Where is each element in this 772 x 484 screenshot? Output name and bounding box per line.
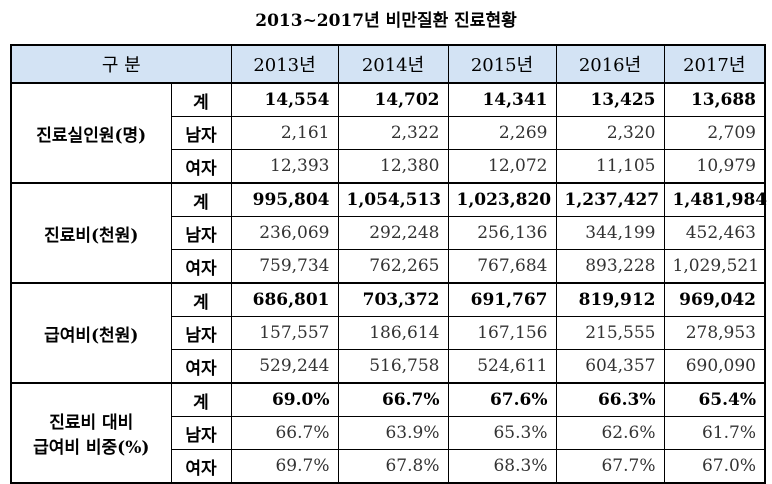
sub-label: 여자 [170, 349, 232, 384]
value-cell: 1,054,513 [337, 182, 449, 217]
header-year: 2015년 [447, 44, 557, 84]
value-cell: 69.0% [230, 382, 339, 417]
value-cell: 759,734 [230, 249, 339, 284]
sub-label: 여자 [170, 249, 232, 284]
value-cell: 69.7% [230, 449, 339, 484]
value-cell: 14,554 [230, 82, 339, 117]
value-cell: 67.6% [447, 382, 557, 417]
sub-label: 여자 [170, 149, 232, 184]
value-cell: 67.8% [337, 449, 449, 484]
value-cell: 215,555 [555, 316, 665, 350]
value-cell: 969,042 [663, 282, 766, 317]
sub-label: 남자 [170, 416, 232, 450]
value-cell: 819,912 [555, 282, 665, 317]
value-cell: 524,611 [447, 349, 557, 384]
value-cell: 1,237,427 [555, 182, 665, 217]
header-year: 2014년 [337, 44, 449, 84]
sub-label: 계 [170, 282, 232, 317]
value-cell: 2,161 [230, 116, 339, 150]
value-cell: 2,320 [555, 116, 665, 150]
value-cell: 11,105 [555, 149, 665, 184]
table-row: 진료비 대비 급여비 비중(%) 계 69.0% 66.7% 67.6% 66.3% 65.… [10, 382, 766, 484]
value-cell: 344,199 [555, 216, 665, 250]
group-label: 진료비(천원) [10, 182, 172, 284]
table-row: 진료실인원(명) 계 14,554 14,702 14,341 13,425 13,688 [10, 82, 766, 184]
value-cell: 67.7% [555, 449, 665, 484]
value-cell: 167,156 [447, 316, 557, 350]
sub-label: 계 [170, 82, 232, 117]
header-year: 2017년 [663, 44, 766, 84]
value-cell: 1,029,521 [663, 249, 766, 284]
header-year: 2013년 [230, 44, 339, 84]
sub-label: 남자 [170, 316, 232, 350]
value-cell: 529,244 [230, 349, 339, 384]
value-cell: 13,688 [663, 82, 766, 117]
value-cell: 186,614 [337, 316, 449, 350]
value-cell: 767,684 [447, 249, 557, 284]
sub-label: 여자 [170, 449, 232, 484]
header-year: 2016년 [555, 44, 665, 84]
value-cell: 67.0% [663, 449, 766, 484]
table-row: 진료비(천원) 계 995,804 1,054,513 1,023,820 1,237,4… [10, 182, 767, 284]
group-label: 진료비 대비 급여비 비중(%) [10, 382, 172, 484]
value-cell: 686,801 [230, 282, 339, 317]
value-cell: 14,341 [447, 82, 557, 117]
value-cell: 66.7% [230, 416, 339, 450]
group-label: 진료실인원(명) [10, 82, 172, 184]
table-row: 여자 69.7% 67.8% 68.3% 67.7% 67.0% [11, 449, 766, 484]
value-cell: 2,709 [663, 116, 766, 150]
value-cell: 2,322 [337, 116, 449, 150]
value-cell: 12,393 [230, 149, 339, 184]
table-row: 여자 12,393 12,380 12,072 11,105 10,979 [11, 149, 766, 184]
table-row: 남자 236,069 292,248 256,136 344,199 452,463 [11, 216, 766, 250]
value-cell: 68.3% [447, 449, 557, 484]
value-cell: 65.3% [447, 416, 557, 450]
value-cell: 516,758 [337, 349, 449, 384]
value-cell: 452,463 [663, 216, 766, 250]
value-cell: 278,953 [663, 316, 766, 350]
value-cell: 604,357 [555, 349, 665, 384]
table-body: 진료실인원(명) 계 14,554 14,702 14,341 13,425 13,688 남… [10, 82, 767, 484]
header-category: 구 분 [10, 44, 232, 84]
group-label: 급여비(천원) [10, 282, 172, 384]
value-cell: 12,380 [337, 149, 449, 184]
sub-label: 계 [170, 382, 232, 417]
value-cell: 236,069 [230, 216, 339, 250]
value-cell: 690,090 [663, 349, 766, 384]
obesity-treatment-table: 구 분 2013년 2014년 2015년 2016년 2017년 진료실인원(… [10, 44, 767, 484]
table-row: 남자 2,161 2,322 2,269 2,320 2,709 [11, 116, 766, 150]
value-cell: 703,372 [337, 282, 449, 317]
value-cell: 691,767 [447, 282, 557, 317]
value-cell: 61.7% [663, 416, 766, 450]
value-cell: 292,248 [337, 216, 449, 250]
value-cell: 65.4% [663, 382, 766, 417]
table-row: 여자 759,734 762,265 767,684 893,228 1,029,521 [11, 249, 766, 284]
value-cell: 2,269 [447, 116, 557, 150]
sub-label: 남자 [170, 116, 232, 150]
sub-label: 남자 [170, 216, 232, 250]
value-cell: 66.7% [337, 382, 449, 417]
value-cell: 157,557 [230, 316, 339, 350]
value-cell: 1,023,820 [447, 182, 557, 217]
value-cell: 12,072 [447, 149, 557, 184]
table-row: 남자 157,557 186,614 167,156 215,555 278,953 [11, 316, 766, 350]
value-cell: 62.6% [555, 416, 665, 450]
value-cell: 10,979 [663, 149, 766, 184]
table-row: 남자 66.7% 63.9% 65.3% 62.6% 61.7% [11, 416, 766, 450]
page-title: 2013~2017년 비만질환 진료현황 [255, 11, 517, 31]
value-cell: 893,228 [555, 249, 665, 284]
value-cell: 1,481,984 [663, 182, 767, 217]
value-cell: 66.3% [555, 382, 665, 417]
value-cell: 13,425 [555, 82, 665, 117]
sub-label: 계 [170, 182, 232, 217]
value-cell: 63.9% [337, 416, 449, 450]
value-cell: 762,265 [337, 249, 449, 284]
table-row: 급여비(천원) 계 686,801 703,372 691,767 819,912 969,… [10, 282, 766, 384]
value-cell: 995,804 [230, 182, 339, 217]
value-cell: 256,136 [447, 216, 557, 250]
value-cell: 14,702 [337, 82, 449, 117]
header-row: 구 분 2013년 2014년 2015년 2016년 2017년 [10, 44, 766, 84]
